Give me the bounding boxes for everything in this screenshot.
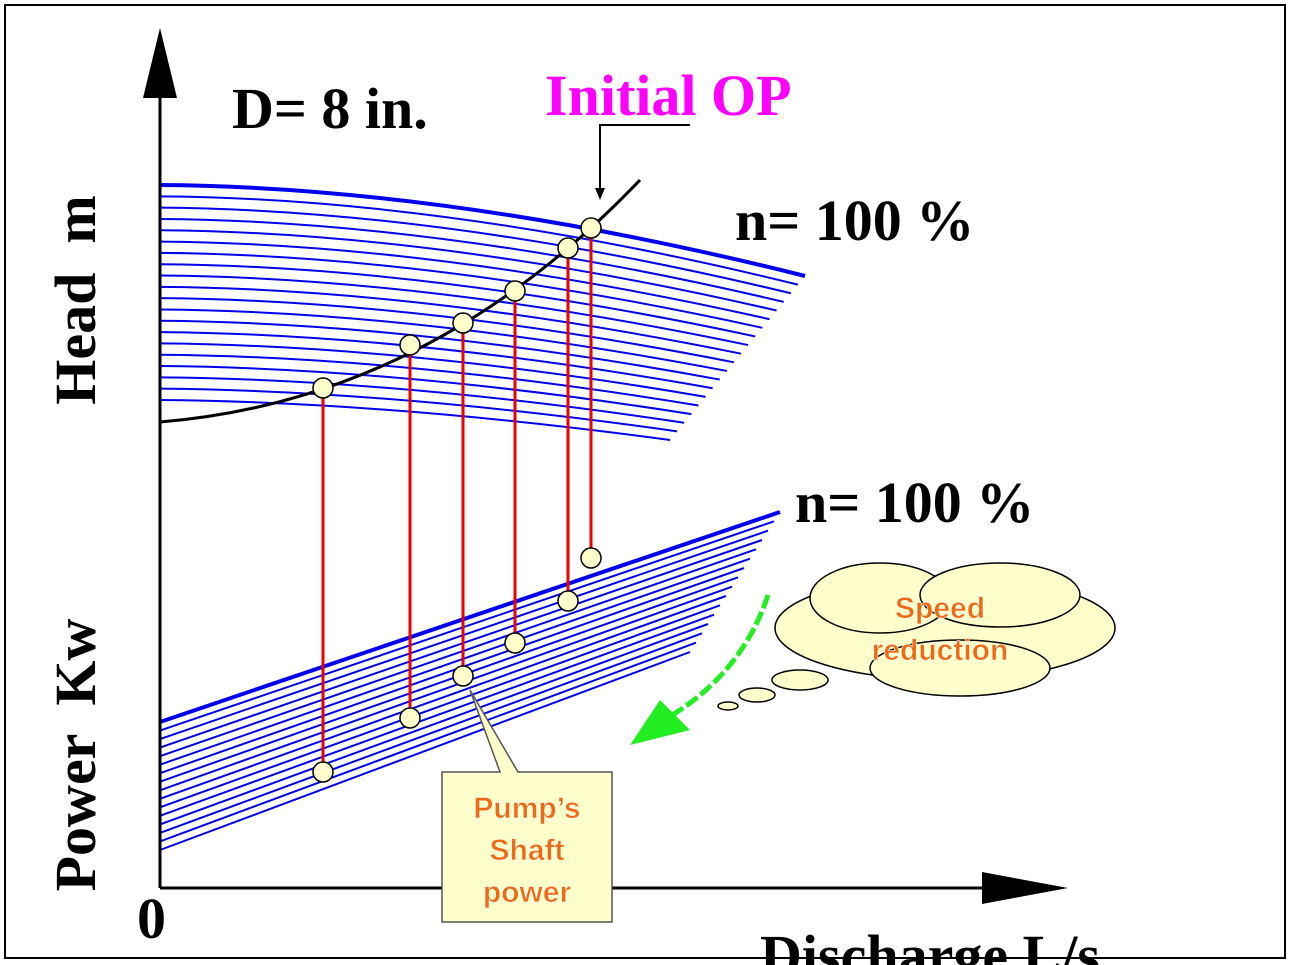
head-curve (159, 297, 735, 364)
head-curve (159, 387, 678, 433)
power-curve (159, 548, 757, 758)
power-curve (159, 510, 781, 724)
cloud (717, 562, 1116, 711)
power-point (504, 632, 526, 654)
operating-points (312, 217, 602, 783)
head-curve (159, 229, 777, 312)
power-point (557, 590, 579, 612)
head-curve (159, 183, 806, 278)
callout-text: power (483, 876, 572, 909)
head-curve (159, 285, 742, 355)
callout-text: Pump’s (473, 792, 580, 825)
power-curve (159, 651, 691, 851)
power-curve (159, 520, 775, 732)
cloud-puff (869, 639, 1051, 697)
power-curve (159, 641, 697, 843)
power-point (580, 547, 602, 569)
power-curve (159, 539, 763, 749)
power-curve (159, 557, 751, 766)
head-curve (159, 308, 728, 372)
power-curve (159, 604, 721, 809)
head-curve (159, 251, 763, 329)
frame (4, 4, 1286, 959)
head-curve (159, 353, 699, 407)
cloud-text: Speed (895, 592, 985, 625)
callout-text: Shaft (490, 834, 565, 867)
power-curve (159, 632, 703, 834)
power-curve-label: n= 100 % (795, 470, 1034, 535)
cloud-bubble (717, 701, 739, 711)
power-point (399, 707, 421, 729)
speed-arrow (653, 594, 771, 728)
head-point (452, 312, 474, 334)
power-curve (159, 567, 745, 775)
head-curve (159, 365, 692, 416)
head-point (580, 217, 602, 239)
head-point (399, 334, 421, 356)
origin-label: 0 (137, 886, 166, 951)
head-curve (159, 319, 720, 381)
head-curve (159, 399, 671, 441)
cloud-bubble (738, 687, 776, 703)
head-curve (159, 240, 770, 321)
cloud-text: reduction (872, 634, 1009, 667)
speed-arrow-head (630, 700, 690, 745)
power-curve (159, 595, 727, 800)
pointer-line (599, 124, 690, 190)
power-curve (159, 613, 715, 817)
head-curve (159, 263, 756, 338)
head-curve (159, 274, 749, 347)
head-curve (159, 195, 799, 286)
head-point (557, 237, 579, 259)
head-point (312, 377, 334, 399)
power-axis-label: Power Kw (43, 619, 108, 892)
x-axis-arrow (982, 872, 1068, 904)
power-curve (159, 623, 709, 826)
callout (441, 689, 613, 923)
y-axis-arrow (143, 28, 177, 98)
cloud-bubble (771, 669, 829, 691)
head-curve (159, 206, 792, 295)
head-curve (159, 342, 706, 398)
cloud-puff (919, 562, 1081, 628)
power-point (452, 665, 474, 687)
head-axis-label: Head m (43, 195, 108, 404)
head-curve-label: n= 100 % (735, 188, 974, 253)
head-point (504, 280, 526, 302)
head-curve (159, 217, 784, 303)
power-point (312, 761, 334, 783)
initial-op-label: Initial OP (545, 63, 792, 128)
pointer-head (595, 188, 605, 200)
power-curve (159, 585, 733, 792)
diameter-label: D= 8 in. (232, 76, 428, 141)
x-axis-label: Discharge L/s (760, 923, 1100, 965)
power-curve (159, 576, 739, 783)
